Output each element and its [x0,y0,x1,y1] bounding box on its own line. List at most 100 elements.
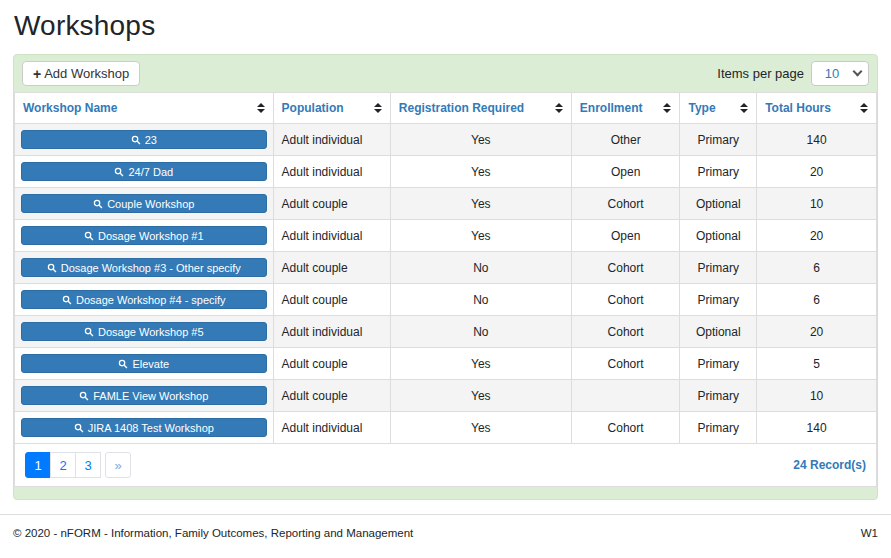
column-header-registration-required[interactable]: Registration Required [390,93,571,124]
workshop-view-button[interactable]: 24/7 Dad [21,162,267,181]
site-footer: © 2020 - nFORM - Information, Family Out… [0,514,891,539]
page-button-3[interactable]: 3 [75,452,101,478]
workshop-view-button[interactable]: 23 [21,130,267,149]
workshop-view-button[interactable]: Elevate [21,354,267,373]
workshop-name-label: JIRA 1408 Test Workshop [88,422,214,434]
table-row: Dosage Workshop #3 - Other specify Adult … [15,252,877,284]
search-icon [84,327,94,337]
workshop-name-cell: Couple Workshop [15,188,274,220]
table-row: Couple WorkshopAdult coupleYesCohortOpti… [15,188,877,220]
add-workshop-label: Add Workshop [44,66,129,81]
column-header-label: Total Hours [765,101,831,115]
enrollment-cell: Other [571,124,680,156]
column-header-total-hours[interactable]: Total Hours [757,93,877,124]
workshop-name-label: Couple Workshop [107,198,194,210]
workshop-name-label: Dosage Workshop #1 [98,230,204,242]
workshop-name-cell: Dosage Workshop #5 [15,316,274,348]
registration-required-cell: Yes [390,156,571,188]
type-cell: Primary [680,412,757,444]
registration-required-cell: Yes [390,188,571,220]
type-cell: Primary [680,124,757,156]
workshop-view-button[interactable]: Dosage Workshop #4 - specify [21,290,267,309]
total-hours-cell: 10 [757,380,877,412]
workshop-name-cell: JIRA 1408 Test Workshop [15,412,274,444]
workshop-view-button[interactable]: Dosage Workshop #5 [21,322,267,341]
type-cell: Optional [680,316,757,348]
workshop-name-label: 24/7 Dad [128,166,173,178]
type-cell: Primary [680,348,757,380]
search-icon [62,295,72,305]
enrollment-cell: Cohort [571,284,680,316]
sort-icon [555,103,563,113]
sort-icon [374,103,382,113]
total-hours-cell: 140 [757,412,877,444]
column-header-workshop-name[interactable]: Workshop Name [15,93,274,124]
workshop-view-button[interactable]: Couple Workshop [21,194,267,213]
workshop-view-button[interactable]: Dosage Workshop #3 - Other specify [21,258,267,277]
population-cell: Adult individual [273,412,390,444]
column-header-population[interactable]: Population [273,93,390,124]
population-cell: Adult couple [273,252,390,284]
workshop-view-button[interactable]: FAMLE View Workshop [21,386,267,405]
enrollment-cell: Open [571,156,680,188]
search-icon [47,263,57,273]
enrollment-cell: Cohort [571,316,680,348]
workshop-name-label: 23 [145,134,157,146]
search-icon [118,359,128,369]
registration-required-cell: No [390,316,571,348]
workshops-table: Workshop Name Population Registration Requ… [14,92,877,444]
column-header-label: Workshop Name [23,101,117,115]
page-button-1[interactable]: 1 [25,452,51,478]
population-cell: Adult couple [273,380,390,412]
workshop-view-button[interactable]: Dosage Workshop #1 [21,226,267,245]
total-hours-cell: 10 [757,188,877,220]
add-workshop-button[interactable]: + Add Workshop [22,61,140,86]
sort-icon [663,103,671,113]
table-row: FAMLE View WorkshopAdult coupleYesPrimar… [15,380,877,412]
workshop-name-cell: Dosage Workshop #4 - specify [15,284,274,316]
column-header-enrollment[interactable]: Enrollment [571,93,680,124]
sort-icon [257,103,265,113]
workshop-name-cell: FAMLE View Workshop [15,380,274,412]
total-hours-cell: 20 [757,316,877,348]
workshop-name-cell: Dosage Workshop #1 [15,220,274,252]
workshops-page: Workshops + Add Workshop Items per page … [0,0,891,500]
toolbar: + Add Workshop Items per page 10 [14,55,877,92]
population-cell: Adult individual [273,220,390,252]
table-row: 24/7 DadAdult individualYesOpenPrimary20 [15,156,877,188]
page-button-2[interactable]: 2 [50,452,76,478]
workshop-name-label: FAMLE View Workshop [93,390,208,402]
workshop-name-label: Dosage Workshop #3 - Other specify [61,262,241,274]
table-row: ElevateAdult coupleYesCohortPrimary5 [15,348,877,380]
table-header: Workshop Name Population Registration Requ… [15,93,877,124]
column-header-label: Registration Required [399,101,524,115]
sort-icon [740,103,748,113]
registration-required-cell: Yes [390,124,571,156]
workshop-name-cell: Elevate [15,348,274,380]
type-cell: Primary [680,156,757,188]
table-header-row: Workshop Name Population Registration Requ… [15,93,877,124]
table-row: Dosage Workshop #5Adult individualNoCoho… [15,316,877,348]
table-footer: 123» 24 Record(s) [14,444,877,487]
pagination: 123» [25,452,131,478]
enrollment-cell: Open [571,220,680,252]
column-header-type[interactable]: Type [680,93,757,124]
page-title: Workshops [14,10,878,42]
type-cell: Optional [680,220,757,252]
population-cell: Adult individual [273,156,390,188]
items-per-page-label: Items per page [717,66,804,81]
sort-icon [860,103,868,113]
type-cell: Primary [680,252,757,284]
table-row: Dosage Workshop #4 - specifyAdult couple… [15,284,877,316]
workshop-view-button[interactable]: JIRA 1408 Test Workshop [21,418,267,437]
total-hours-cell: 140 [757,124,877,156]
workshop-name-label: Elevate [132,358,169,370]
search-icon [114,167,124,177]
workshop-name-cell: 23 [15,124,274,156]
registration-required-cell: No [390,284,571,316]
next-page-button[interactable]: » [105,452,131,478]
enrollment-cell: Cohort [571,412,680,444]
items-per-page-select[interactable]: 10 [811,61,869,86]
search-icon [131,135,141,145]
table-row: JIRA 1408 Test WorkshopAdult individualY… [15,412,877,444]
